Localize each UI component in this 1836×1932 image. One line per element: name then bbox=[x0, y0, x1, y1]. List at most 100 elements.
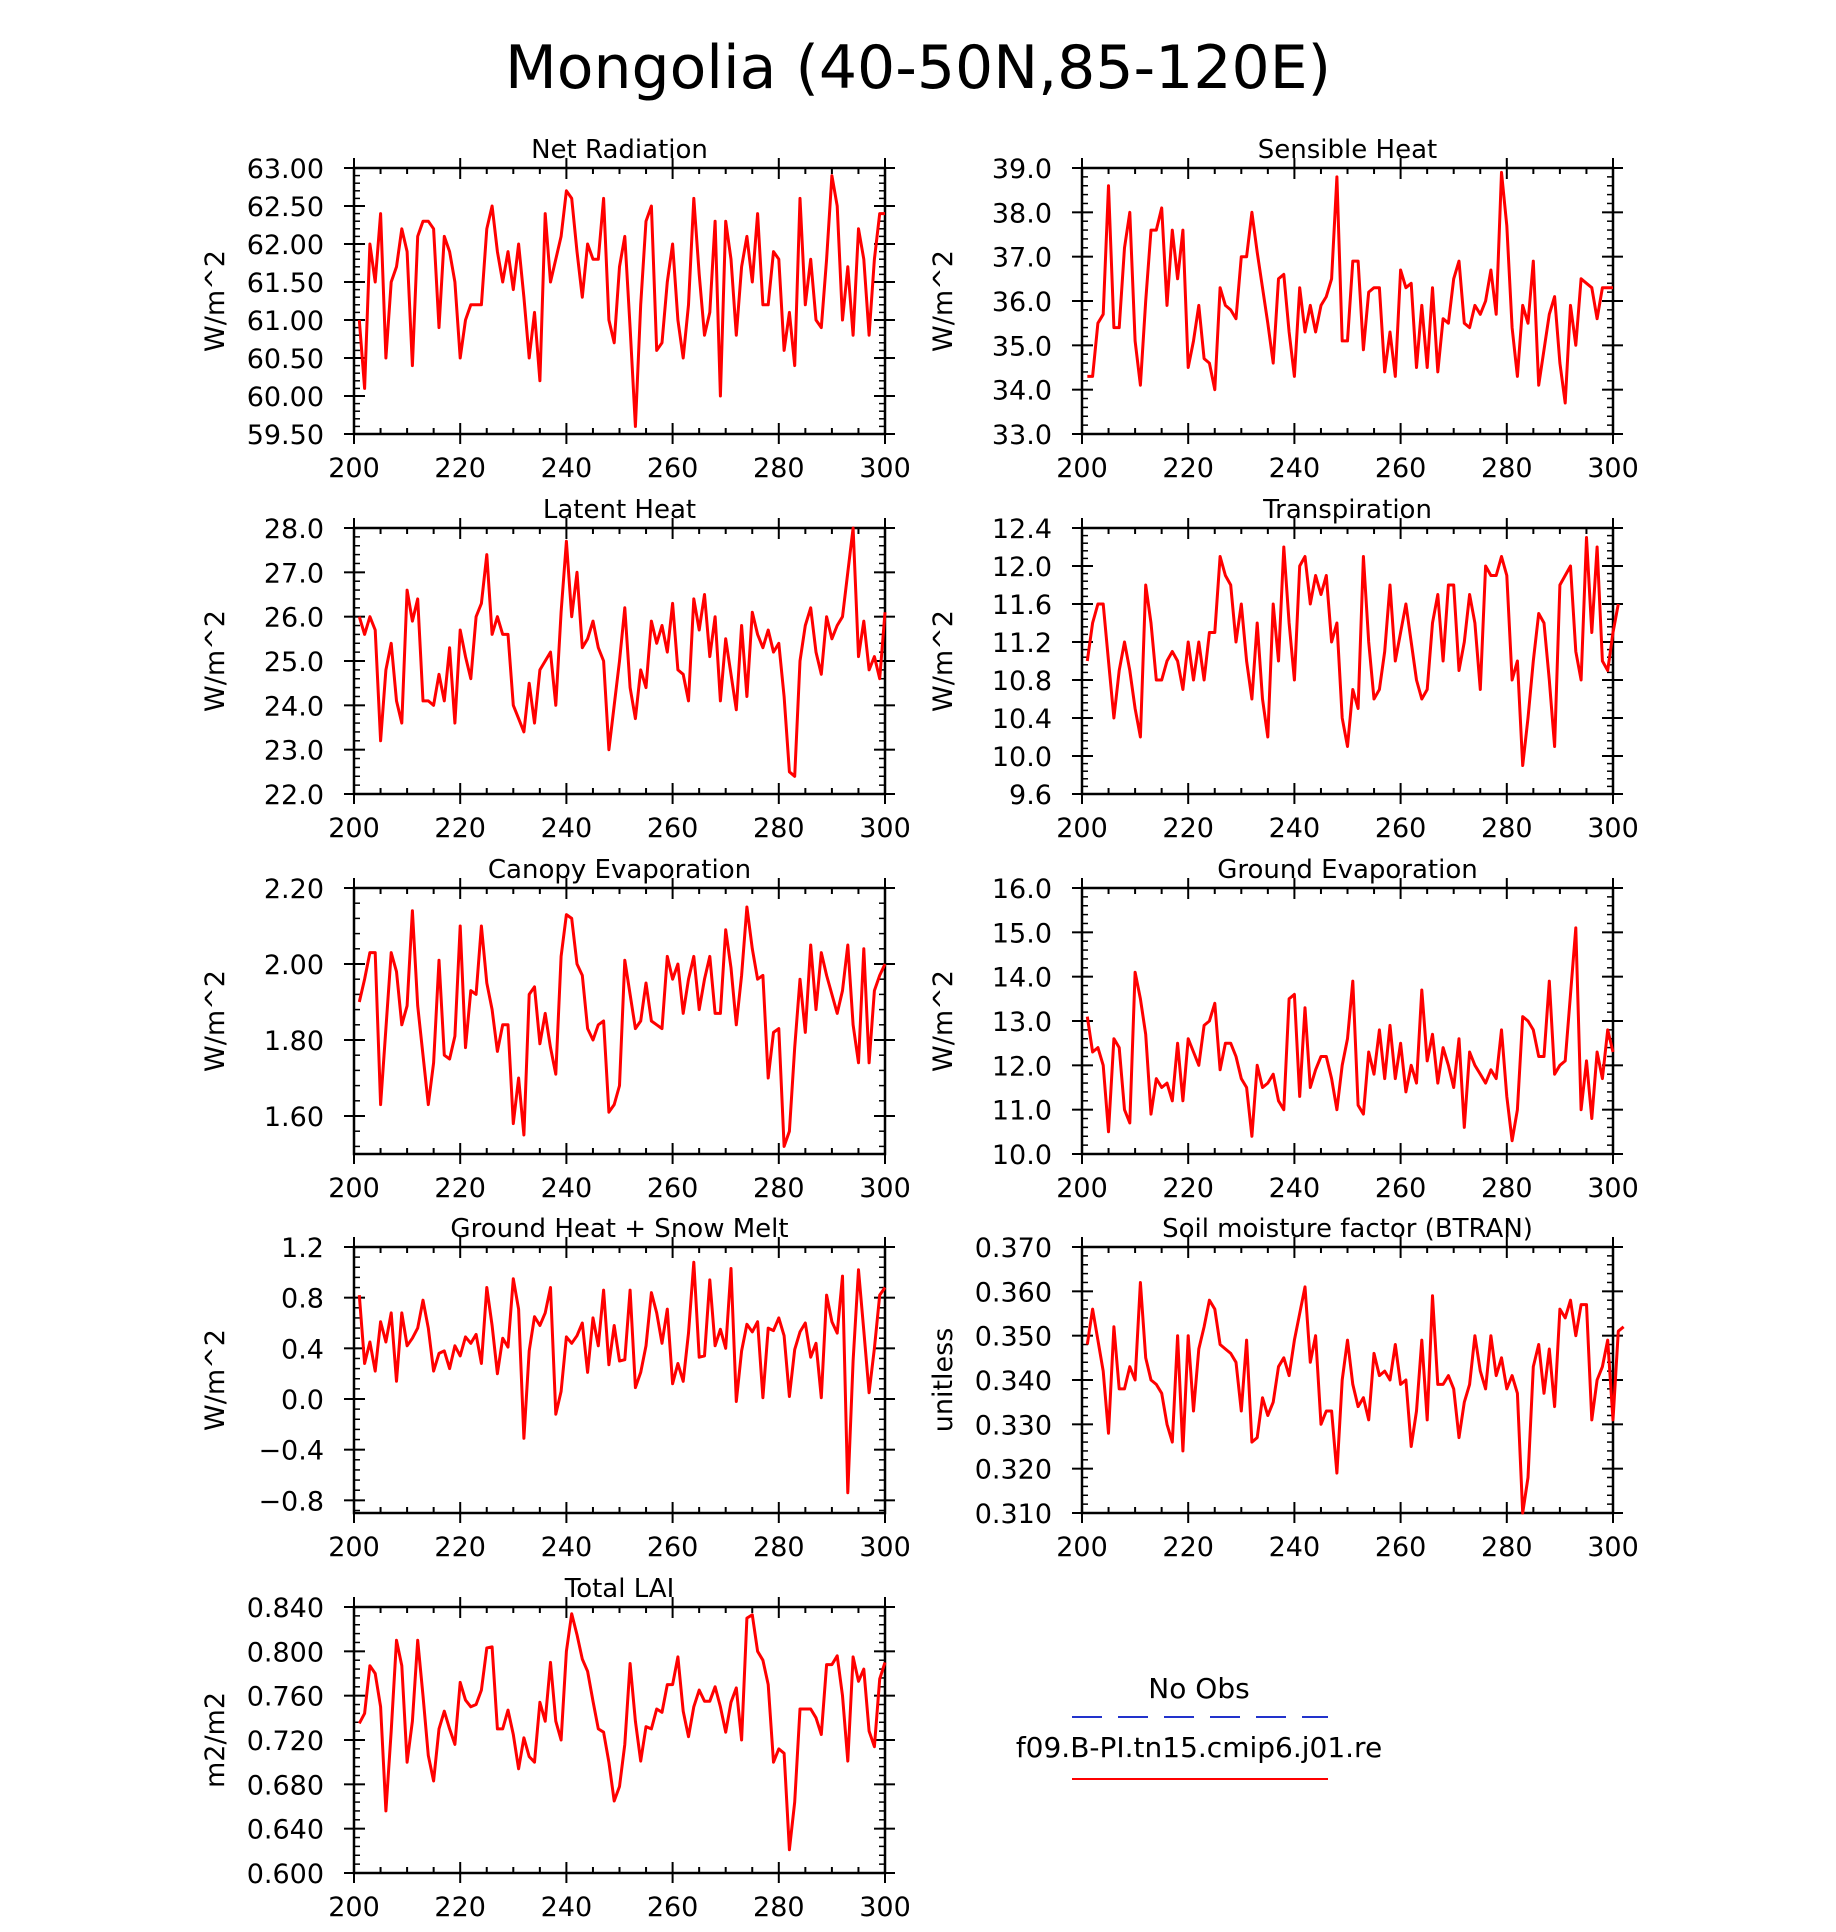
x-tick-label: 260 bbox=[1375, 1173, 1427, 1204]
y-tick-label: 0.360 bbox=[975, 1277, 1052, 1308]
figure-title: Mongolia (40-50N,85-120E) bbox=[505, 33, 1331, 103]
y-tick-label: 35.0 bbox=[992, 331, 1052, 362]
panel-title: Sensible Heat bbox=[1258, 135, 1437, 165]
x-tick-label: 220 bbox=[434, 1173, 486, 1204]
y-tick-label: 0.350 bbox=[975, 1322, 1052, 1353]
y-tick-label: 37.0 bbox=[992, 243, 1052, 274]
y-tick-label: 39.0 bbox=[992, 154, 1052, 185]
x-tick-label: 200 bbox=[328, 813, 380, 844]
x-tick-label: 200 bbox=[1056, 453, 1108, 484]
legend: No Obs f09.B-PI.tn15.cmip6.j01.re bbox=[1016, 1672, 1382, 1780]
y-axis-label: W/m^2 bbox=[928, 250, 959, 352]
chart-panel-4: Transpiration W/m^2 200 220 240 260 280 300 9.6 1… bbox=[928, 495, 1639, 844]
y-axis-label: m2/m2 bbox=[200, 1692, 231, 1788]
x-tick-label: 200 bbox=[1056, 1173, 1108, 1204]
x-tick-label: 300 bbox=[1587, 1173, 1639, 1204]
y-tick-label: 12.4 bbox=[992, 514, 1052, 545]
chart-panel-9: Total LAI m2/m2 200 220 240 260 280 300 0.600 0.6… bbox=[200, 1574, 911, 1923]
y-tick-label: 24.0 bbox=[264, 691, 324, 722]
x-tick-label: 240 bbox=[1269, 453, 1321, 484]
x-tick-label: 200 bbox=[328, 1173, 380, 1204]
y-tick-label: 62.00 bbox=[247, 230, 324, 261]
panel-title: Transpiration bbox=[1262, 495, 1432, 525]
panel-title: Soil moisture factor (BTRAN) bbox=[1162, 1214, 1533, 1244]
legend-label-obs: No Obs bbox=[1148, 1672, 1249, 1705]
x-tick-label: 300 bbox=[1587, 453, 1639, 484]
plot-frame bbox=[352, 1605, 887, 1875]
y-tick-label: 13.0 bbox=[992, 1007, 1052, 1038]
x-tick-label: 300 bbox=[859, 1532, 911, 1563]
y-tick-label: 62.50 bbox=[247, 192, 324, 223]
x-tick-label: 200 bbox=[328, 1892, 380, 1923]
y-tick-label: 0.330 bbox=[975, 1410, 1052, 1441]
y-tick-label: 60.00 bbox=[247, 382, 324, 413]
x-tick-label: 260 bbox=[1375, 453, 1427, 484]
x-tick-label: 260 bbox=[647, 453, 699, 484]
y-tick-label: 61.00 bbox=[247, 306, 324, 337]
x-tick-label: 240 bbox=[541, 1892, 593, 1923]
x-tick-label: 240 bbox=[1269, 813, 1321, 844]
series-line-1 bbox=[357, 526, 887, 778]
y-tick-label: 0.800 bbox=[247, 1637, 324, 1668]
y-tick-label: 12.0 bbox=[992, 1051, 1052, 1082]
chart-panel-5: Canopy Evaporation W/m^2 200 220 240 260 280 30… bbox=[200, 855, 911, 1204]
x-tick-label: 280 bbox=[1481, 813, 1533, 844]
x-tick-label: 300 bbox=[859, 813, 911, 844]
y-tick-label: 0.680 bbox=[247, 1770, 324, 1801]
y-tick-label: 0.760 bbox=[247, 1682, 324, 1713]
chart-panel-6: Ground Evaporation W/m^2 200 220 240 260 280 30… bbox=[928, 855, 1639, 1204]
y-tick-label: 36.0 bbox=[992, 287, 1052, 318]
x-tick-label: 280 bbox=[1481, 453, 1533, 484]
x-tick-label: 280 bbox=[1481, 1173, 1533, 1204]
x-tick-label: 260 bbox=[1375, 1532, 1427, 1563]
y-tick-label: 27.0 bbox=[264, 558, 324, 589]
x-tick-label: 220 bbox=[1162, 1173, 1214, 1204]
y-tick-label: 2.20 bbox=[264, 874, 324, 905]
x-tick-label: 300 bbox=[1587, 813, 1639, 844]
y-tick-label: 0.310 bbox=[975, 1499, 1052, 1530]
y-tick-label: 10.4 bbox=[992, 704, 1052, 735]
x-tick-label: 220 bbox=[1162, 813, 1214, 844]
series-line-1 bbox=[357, 1260, 887, 1495]
y-tick-label: −0.4 bbox=[258, 1436, 324, 1467]
y-tick-label: 12.0 bbox=[992, 552, 1052, 583]
y-tick-label: 16.0 bbox=[992, 874, 1052, 905]
y-tick-label: 61.50 bbox=[247, 268, 324, 299]
y-tick-label: 0.340 bbox=[975, 1366, 1052, 1397]
x-tick-label: 300 bbox=[1587, 1532, 1639, 1563]
x-tick-label: 240 bbox=[1269, 1532, 1321, 1563]
x-tick-label: 260 bbox=[647, 1173, 699, 1204]
y-tick-label: 10.8 bbox=[992, 666, 1052, 697]
y-tick-label: 11.2 bbox=[992, 628, 1052, 659]
x-tick-label: 240 bbox=[541, 813, 593, 844]
y-tick-label: 1.2 bbox=[281, 1233, 324, 1264]
y-tick-label: 33.0 bbox=[992, 420, 1052, 451]
chart-panel-3: Latent Heat W/m^2 200 220 240 260 280 300 22.0 23… bbox=[200, 495, 911, 844]
y-axis-label: W/m^2 bbox=[200, 610, 231, 712]
x-tick-label: 200 bbox=[1056, 1532, 1108, 1563]
x-tick-label: 220 bbox=[434, 813, 486, 844]
series-line-1 bbox=[357, 174, 885, 428]
y-tick-label: 10.0 bbox=[992, 1140, 1052, 1171]
x-tick-label: 200 bbox=[328, 453, 380, 484]
x-tick-label: 220 bbox=[1162, 453, 1214, 484]
y-tick-label: 26.0 bbox=[264, 603, 324, 634]
x-tick-label: 220 bbox=[434, 453, 486, 484]
y-tick-label: 0.4 bbox=[281, 1334, 324, 1365]
chart-panel-8: Soil moisture factor (BTRAN) unitless 200 2… bbox=[928, 1214, 1639, 1563]
x-tick-label: 200 bbox=[328, 1532, 380, 1563]
y-tick-label: 1.60 bbox=[264, 1102, 324, 1133]
x-tick-label: 280 bbox=[753, 813, 805, 844]
x-tick-label: 260 bbox=[647, 1532, 699, 1563]
y-axis-label: W/m^2 bbox=[200, 970, 231, 1072]
chart-panel-7: Ground Heat + Snow Melt W/m^2 200 220 240 260… bbox=[200, 1214, 911, 1563]
y-tick-label: 0.8 bbox=[281, 1284, 324, 1315]
y-tick-label: 11.0 bbox=[992, 1096, 1052, 1127]
plot-frame bbox=[352, 1245, 887, 1515]
y-tick-label: 9.6 bbox=[1009, 780, 1052, 811]
plot-frame bbox=[1080, 886, 1615, 1156]
x-tick-label: 260 bbox=[1375, 813, 1427, 844]
y-tick-label: 15.0 bbox=[992, 918, 1052, 949]
